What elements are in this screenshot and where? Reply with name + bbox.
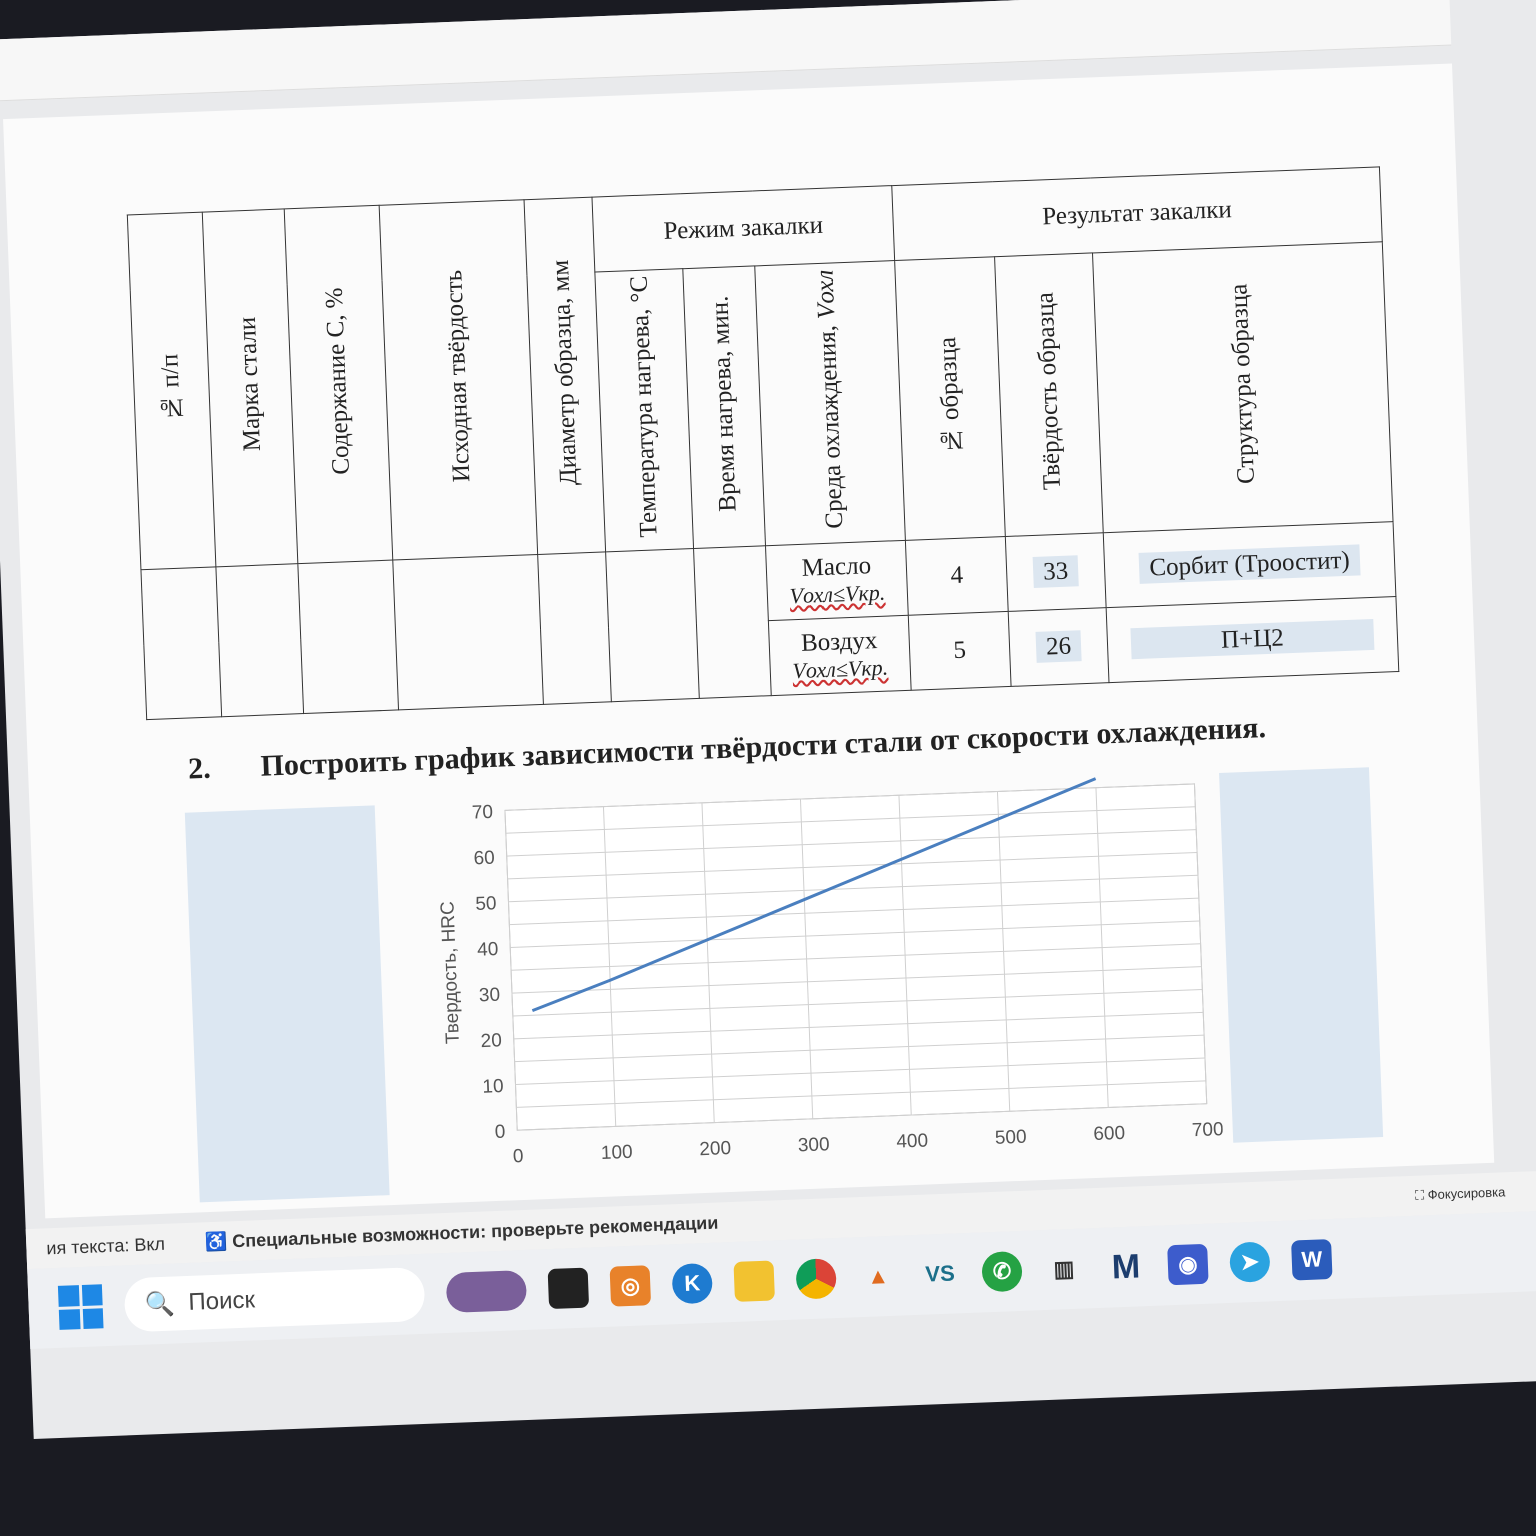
header-initial-hardness: Исходная твёрдость xyxy=(440,269,476,484)
focus-icon: ⛶ xyxy=(1414,1187,1429,1203)
focus-mode-button[interactable]: ⛶ Фокусировка xyxy=(1414,1184,1506,1203)
y-gridline xyxy=(513,1011,1204,1040)
text-mode-status[interactable]: ия текста: Вкл xyxy=(46,1233,166,1258)
y-gridline xyxy=(509,897,1199,926)
y-gridline xyxy=(516,1080,1206,1108)
y-gridline xyxy=(511,943,1201,971)
selection-highlight xyxy=(184,805,390,1203)
x-gridline xyxy=(996,791,1011,1112)
y-gridline xyxy=(514,1034,1205,1063)
x-gridline xyxy=(1193,783,1208,1104)
header-medium-symbol: Vохл xyxy=(810,269,840,320)
chrome-icon[interactable] xyxy=(795,1258,837,1300)
y-gridline xyxy=(504,783,1195,811)
y-gridline xyxy=(511,966,1202,994)
y-gridline xyxy=(517,1103,1207,1131)
x-gridline xyxy=(1095,787,1109,1108)
search-icon: 🔍 xyxy=(144,1289,176,1319)
condition-cell: Vохл≤Vкр. xyxy=(791,654,889,684)
y-tick-label: 30 xyxy=(479,985,501,1007)
header-carbon: Содержание С, % xyxy=(320,286,355,476)
y-gridline xyxy=(515,1057,1206,1085)
y-tick-label: 70 xyxy=(471,802,493,824)
x-gridline xyxy=(701,802,715,1123)
x-tick-label: 400 xyxy=(896,1130,928,1152)
header-steel: Марка стали xyxy=(233,316,266,453)
screen: № п/п Марка стали Содержание С, % Исходн… xyxy=(0,0,1536,1439)
camera-app-icon[interactable]: ◎ xyxy=(609,1265,652,1307)
taskbar-search[interactable]: 🔍 Поиск xyxy=(123,1266,426,1333)
vs-app-icon[interactable]: VS xyxy=(924,1260,956,1287)
y-tick-label: 40 xyxy=(477,939,499,961)
x-tick-label: 300 xyxy=(798,1134,830,1156)
y-gridline xyxy=(506,829,1197,857)
windows-start-icon[interactable] xyxy=(57,1284,104,1330)
x-gridline xyxy=(799,799,814,1119)
sample-no-cell[interactable]: 4 xyxy=(905,536,1009,616)
m-app-icon[interactable]: M xyxy=(1111,1246,1141,1286)
header-structure: Структура образца xyxy=(1224,283,1260,485)
header-time: Время нагрева, мин. xyxy=(705,295,742,513)
y-gridline xyxy=(508,874,1198,903)
hardness-cell[interactable]: 33 xyxy=(1032,555,1079,588)
x-tick-label: 200 xyxy=(699,1138,731,1160)
header-sample-hardness: Твёрдость образца xyxy=(1030,291,1066,491)
hardness-chart[interactable]: 0 10 20 30 40 50 60 70 0 100 200 300 400 500 600 700 Тве… xyxy=(409,763,1224,1198)
vlc-icon[interactable]: ▲ xyxy=(866,1263,890,1289)
structure-cell[interactable]: Сорбит (Троостит) xyxy=(1138,544,1361,584)
quench-table: № п/п Марка стали Содержание С, % Исходн… xyxy=(127,166,1399,720)
y-tick-label: 50 xyxy=(475,893,497,915)
x-gridline xyxy=(602,806,617,1127)
accessibility-icon: ♿ xyxy=(204,1230,233,1252)
condition-cell: Vохл≤Vкр. xyxy=(789,579,886,609)
x-gridline xyxy=(898,795,912,1116)
y-tick-label: 10 xyxy=(482,1076,504,1098)
word-icon[interactable]: W xyxy=(1291,1239,1333,1281)
record-app-icon[interactable]: ◉ xyxy=(1167,1243,1209,1286)
x-tick-label: 0 xyxy=(513,1146,524,1167)
x-tick-label: 500 xyxy=(995,1127,1027,1149)
whatsapp-icon[interactable]: ✆ xyxy=(981,1250,1023,1293)
hardness-cell[interactable]: 26 xyxy=(1035,630,1082,663)
header-temp: Температура нагрева, °С xyxy=(625,275,663,539)
header-sample-no: № образца xyxy=(933,336,966,454)
telegram-icon[interactable]: ➤ xyxy=(1229,1241,1271,1283)
header-quench-mode: Режим закалки xyxy=(591,185,895,273)
x-tick-label: 100 xyxy=(601,1142,633,1164)
structure-cell[interactable]: П+Ц2 xyxy=(1130,618,1375,660)
chart-app-icon[interactable]: ▥ xyxy=(1053,1255,1075,1282)
app-icon[interactable] xyxy=(547,1267,590,1310)
y-gridline xyxy=(505,806,1196,834)
x-tick-label: 600 xyxy=(1093,1123,1125,1145)
y-tick-label: 20 xyxy=(480,1030,502,1052)
x-gridline xyxy=(504,810,518,1131)
widget-icon[interactable] xyxy=(445,1269,528,1314)
y-gridline xyxy=(507,851,1198,880)
y-axis-label: Твердость, HRC xyxy=(437,901,463,1045)
document-page: № п/п Марка стали Содержание С, % Исходн… xyxy=(3,63,1495,1219)
file-explorer-icon[interactable] xyxy=(733,1260,775,1302)
y-gridline xyxy=(512,988,1203,1017)
sample-no-cell[interactable]: 5 xyxy=(908,611,1012,691)
y-tick-label: 0 xyxy=(494,1122,505,1143)
selection-highlight xyxy=(1219,767,1384,1143)
x-tick-label: 700 xyxy=(1192,1119,1224,1141)
header-medium: Среда охлаждения, xyxy=(813,325,848,530)
header-diameter: Диаметр образца, мм xyxy=(546,259,583,486)
k-app-icon[interactable]: K xyxy=(671,1262,714,1305)
y-tick-label: 60 xyxy=(473,848,495,870)
header-num: № п/п xyxy=(127,212,216,570)
y-gridline xyxy=(510,920,1200,948)
